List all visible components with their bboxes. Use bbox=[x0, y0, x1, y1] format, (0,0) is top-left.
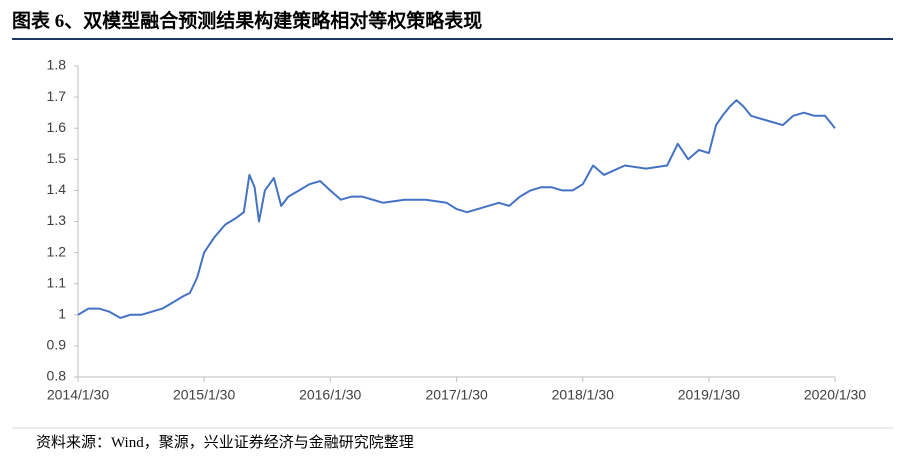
x-tick-label: 2017/1/30 bbox=[426, 387, 488, 403]
source-note: 资料来源：Wind，聚源，兴业证券经济与金融研究院整理 bbox=[36, 433, 414, 451]
y-tick-label: 0.8 bbox=[47, 368, 67, 384]
y-tick-label: 1.7 bbox=[47, 88, 67, 104]
line-series bbox=[77, 99, 836, 319]
x-tick-label: 2016/1/30 bbox=[299, 387, 361, 403]
y-tick-label: 1.4 bbox=[47, 181, 67, 197]
y-tick-label: 1.6 bbox=[47, 119, 67, 135]
x-tick-label: 2019/1/30 bbox=[678, 387, 740, 403]
x-tick-label: 2018/1/30 bbox=[552, 387, 614, 403]
x-tick-label: 2014/1/30 bbox=[47, 387, 109, 403]
y-tick-label: 1.2 bbox=[47, 243, 67, 259]
y-tick-label: 1.1 bbox=[47, 274, 67, 290]
y-tick-label: 1.3 bbox=[47, 212, 67, 228]
x-tick-label: 2015/1/30 bbox=[173, 387, 235, 403]
y-tick-label: 1.8 bbox=[47, 57, 67, 73]
y-tick-label: 0.9 bbox=[47, 337, 67, 353]
y-tick-label: 1.5 bbox=[47, 150, 67, 166]
y-tick-label: 1 bbox=[58, 306, 66, 322]
x-tick-label: 2020/1/30 bbox=[804, 387, 866, 403]
chart-title: 图表 6、双模型融合预测结果构建策略相对等权策略表现 bbox=[12, 9, 482, 32]
